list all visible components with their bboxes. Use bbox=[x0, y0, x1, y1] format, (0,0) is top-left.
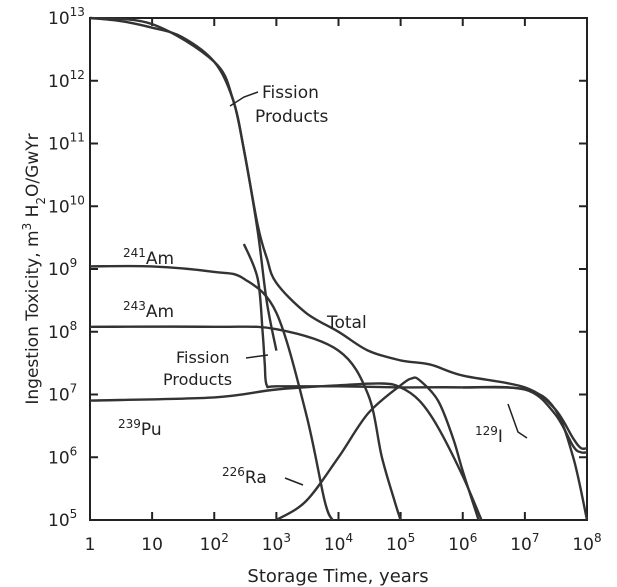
x-tick-label: 104 bbox=[324, 531, 353, 555]
label-ra226: 226Ra bbox=[222, 465, 267, 488]
series-line-am243 bbox=[89, 325, 402, 521]
label-fission-products-lower: Fission Products bbox=[163, 348, 232, 389]
y-tick-label: 1010 bbox=[48, 193, 85, 217]
x-tick-label: 105 bbox=[386, 531, 415, 555]
x-tick-label: 103 bbox=[262, 531, 291, 555]
y-tick-label: 105 bbox=[48, 507, 77, 531]
y-tick-label: 108 bbox=[48, 319, 77, 343]
label-am243: 243Am bbox=[123, 299, 174, 322]
y-tick-label: 109 bbox=[48, 256, 77, 280]
series-group bbox=[89, 16, 589, 522]
axis-ticks: 1 10 102 103 104 105 106 107 108 105 106 107 108 109 1… bbox=[48, 5, 602, 555]
series-line-ra226 bbox=[275, 376, 480, 522]
x-tick-label: 102 bbox=[200, 531, 229, 555]
arrow-fission-products-upper bbox=[229, 91, 259, 107]
label-pu239: 239Pu bbox=[118, 417, 162, 440]
y-tick-label: 106 bbox=[48, 444, 77, 468]
y-tick-label: 107 bbox=[48, 382, 77, 406]
plot-frame bbox=[89, 17, 588, 521]
label-am241: 241Am bbox=[123, 246, 174, 269]
y-tick-label: 1011 bbox=[48, 131, 85, 155]
arrow-i129 bbox=[507, 403, 528, 439]
series-line-total bbox=[89, 16, 588, 451]
series-line-pu239 bbox=[89, 382, 483, 521]
arrow-fission-products-lower bbox=[245, 354, 269, 359]
y-tick-label: 1012 bbox=[48, 68, 85, 92]
series-line-am241 bbox=[89, 264, 334, 521]
series-line-i129 bbox=[462, 385, 588, 454]
x-tick-label: 108 bbox=[572, 531, 601, 555]
series-line-fission-products-lower bbox=[242, 243, 589, 521]
label-fission-products-upper: Fission Products bbox=[255, 83, 329, 127]
label-total: Total bbox=[326, 313, 367, 333]
y-tick-label: 1013 bbox=[48, 5, 85, 29]
x-axis-title: Storage Time, years bbox=[247, 566, 428, 587]
x-tick-label: 107 bbox=[510, 531, 539, 555]
x-tick-label: 106 bbox=[448, 531, 477, 555]
label-i129: 129I bbox=[475, 424, 503, 447]
y-axis-title: Ingestion Toxicity, m3 H2O/GwYr bbox=[20, 133, 48, 404]
arrow-ra226 bbox=[284, 477, 304, 486]
x-tick-label: 1 bbox=[85, 535, 96, 555]
x-tick-label: 10 bbox=[141, 535, 163, 555]
series-line-fission-products-upper bbox=[89, 16, 278, 351]
